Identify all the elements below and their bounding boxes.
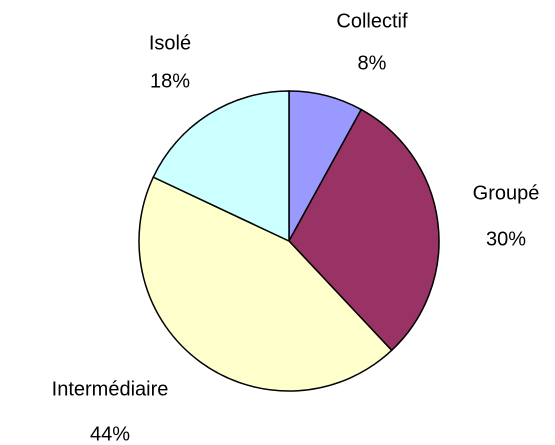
slice-label: Collectif bbox=[336, 10, 408, 32]
pie-slice bbox=[152, 90, 290, 243]
slice-value-label: 18% bbox=[150, 70, 190, 92]
slice-value-label: 8% bbox=[358, 52, 387, 74]
slice-label: Intermédiaire bbox=[52, 378, 169, 400]
slice-label: Groupé bbox=[473, 182, 540, 204]
slice-value-label: 44% bbox=[90, 423, 130, 445]
pie-slice bbox=[288, 108, 440, 352]
slice-value-label: 30% bbox=[486, 228, 526, 250]
pie-slice bbox=[138, 176, 393, 392]
slice-label: Isolé bbox=[149, 32, 191, 54]
